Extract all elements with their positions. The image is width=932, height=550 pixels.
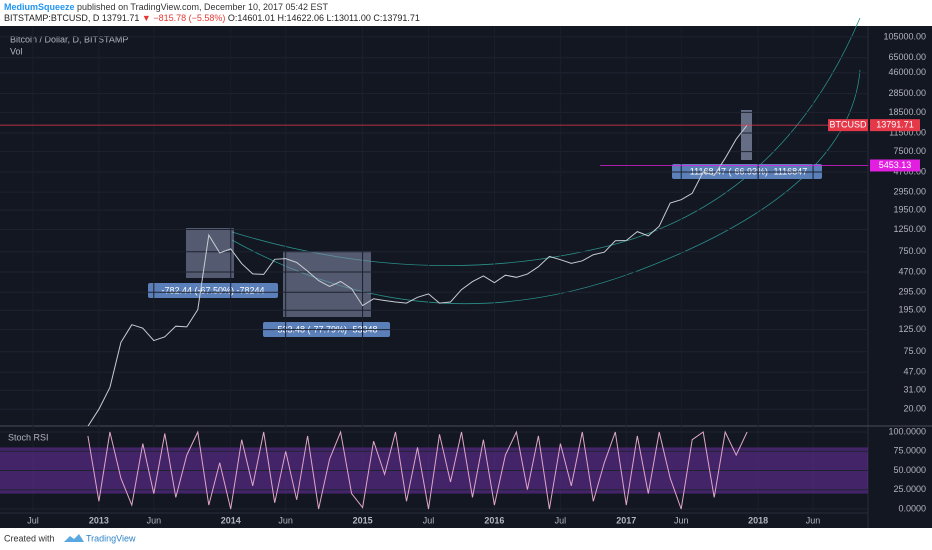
x-tick-label: 2013 [89,515,109,525]
footer-background [0,528,932,550]
y-tick-label: 195.00 [898,305,926,315]
y-tick-label: 28500.00 [888,88,926,98]
y-tick-label: 11500.00 [889,127,926,137]
y-tick-label: 1250.00 [893,224,926,234]
symbol-line: BITSTAMP:BTCUSD, D 13791.71 ▼ −815.78 (−… [4,13,420,23]
header-line: MediumSqueeze published on TradingView.c… [4,2,329,12]
y-tick-label: 46000.00 [888,67,926,77]
price-tag-value: 13791.71 [876,120,914,130]
y-tick-label: 65000.00 [888,52,926,62]
y-tick-label: 7500.00 [893,146,926,156]
annotation: -782.44 (-67.50%) -78244 [161,285,264,295]
rsi-line [87,430,748,510]
x-tick-label: Jul [27,515,39,525]
x-tick-label: Jul [555,515,567,525]
brand[interactable]: TradingView [86,533,136,543]
footer-text: Created with [4,533,55,543]
annotation-box [148,283,278,298]
y-tick-label: 1950.00 [893,205,926,215]
annotation: -11168.47 (-66.93%) -1116847 [687,166,807,176]
chart-title: Bitcoin / Dollar, D, BITSTAMP [10,34,128,44]
ohlc: O:14601.01 H:14622.06 L:13011.00 C:13791… [228,13,420,23]
y-tick-label: 25.0000 [893,484,926,494]
rsi-title: Stoch RSI [8,432,49,442]
y-tick-label: 105000.00 [883,31,926,41]
y-tick-label: 295.00 [898,287,926,297]
price-tag-name: BTCUSD [829,120,867,130]
y-tick-label: 125.00 [898,324,926,334]
y-tick-label: 20.00 [903,404,926,414]
x-tick-label: Jun [278,515,293,525]
y-tick-label: 75.00 [903,346,926,356]
plot [87,430,748,510]
y-tick-label: 75.0000 [893,446,926,456]
author[interactable]: MediumSqueeze [4,2,75,12]
measure-boxes [148,110,822,337]
symbol: BITSTAMP:BTCUSD, D [4,13,100,23]
logo [64,534,84,542]
measure-box [186,228,234,278]
y-tick-label: 750.00 [898,246,926,256]
last: 13791.71 [102,13,140,23]
x-tick-label: 2018 [748,515,768,525]
measure-box [741,110,752,160]
x-tick-label: 2015 [353,515,373,525]
x-tick-label: Jul [423,515,435,525]
price-tag [828,119,868,132]
price-tag [870,159,920,172]
measure-box [283,251,371,317]
plot [87,124,748,426]
y-tick-label: 31.00 [903,385,926,395]
price-tag [870,119,920,132]
x-tick-label: 2014 [221,515,241,525]
y-tick-label: 100.0000 [888,426,926,436]
volume-label: Vol [10,46,23,56]
y-tick-label: 50.0000 [893,465,926,475]
chart-background [0,26,932,528]
y-tick-label: 470.00 [898,266,926,276]
y-tick-label: 47.00 [903,366,926,376]
price-tag-value: 5453.13 [879,160,912,170]
y-tick-label: 2950.00 [893,187,926,197]
price-line [87,124,748,426]
x-tick-label: Jun [806,515,821,525]
change: ▼ −815.78 (−5.58%) [142,13,225,23]
x-tick-label: Jun [147,515,162,525]
published: published on TradingView.com, December 1… [77,2,328,12]
x-tick-label: 2017 [616,515,636,525]
x-tick-label: Jun [674,515,689,525]
y-tick-label: 18500.00 [888,107,926,117]
x-tick-label: 2016 [484,515,504,525]
y-tick-label: 0.0000 [898,503,926,513]
